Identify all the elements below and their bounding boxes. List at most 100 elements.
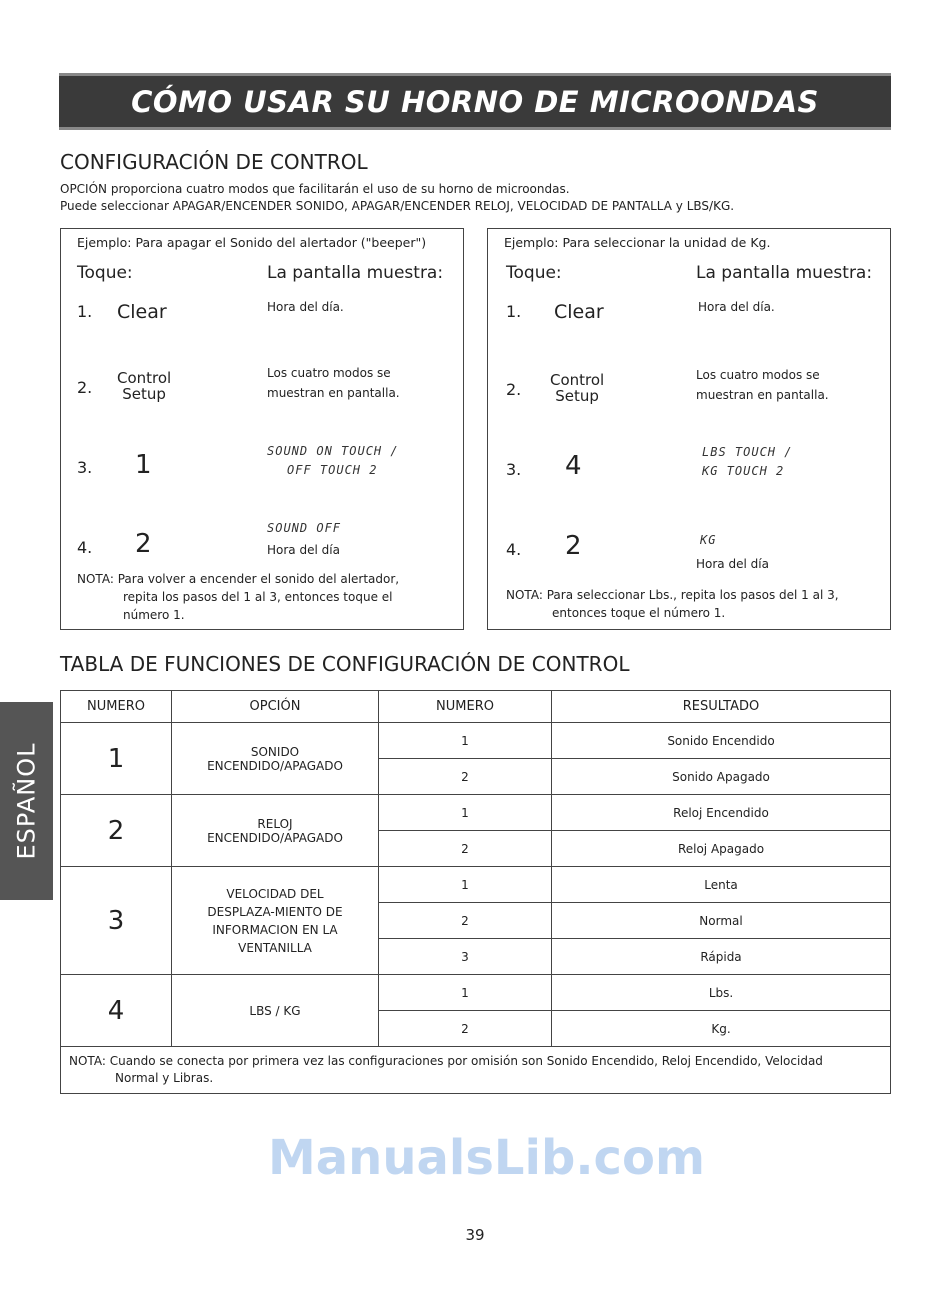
sub-number: 2 [378,902,552,939]
section-title: CONFIGURACIÓN DE CONTROL [60,150,368,174]
sub-number: 2 [378,1010,552,1047]
note-label: NOTA: [506,588,543,602]
key-control-setup: Control Setup [550,372,604,404]
key-label: Setup [122,385,166,403]
option-number: 3 [60,866,172,975]
banner-title: CÓMO USAR SU HORNO DE MICROONDAS [131,84,819,119]
table-row: 3 VELOCIDAD DEL DESPLAZA-MIENTO DE INFORMAC… [60,866,891,975]
sub-number: 2 [378,758,552,795]
sub-number: 1 [378,974,552,1011]
key-clear: Clear [117,301,167,323]
key-label: Control [117,369,172,387]
key-number: 2 [565,531,582,561]
option-number: 1 [60,722,172,795]
lcd-display: LBS TOUCH / KG TOUCH 2 [702,443,792,481]
touch-heading: Toque: [77,263,133,283]
table-row: 2 RELOJ ENCENDIDO/APAGADO 1 Reloj Encendido [60,794,891,867]
display-text: Hora del día. [267,300,344,314]
language-side-tab: ESPAÑOL [0,702,53,900]
display-text: Los cuatro modos se muestran en pantalla. [267,363,400,403]
note-label: NOTA: [77,572,114,586]
sub-number: 1 [378,866,552,903]
display-line: Los cuatro modos se [267,366,391,380]
option-line: RELOJ [257,816,293,831]
option-line: VELOCIDAD DEL [226,886,324,901]
note-text: Normal y Libras. [115,1071,214,1085]
display-line: muestran en pantalla. [696,388,829,402]
option-cell: VELOCIDAD DEL DESPLAZA-MIENTO DE INFORMACI… [171,866,379,975]
note-text: entonces toque el número 1. [552,606,726,620]
column-header: NUMERO [378,690,552,723]
table-row: 2 Kg. [61,1010,891,1047]
note-text: Para volver a encender el sonido del ale… [117,572,400,586]
example-box-sound: Ejemplo: Para apagar el Sonido del alert… [60,228,464,630]
step-number: 4. [506,540,522,559]
step-number: 1. [77,302,93,321]
functions-table: NUMERO OPCIÓN NUMERO RESULTADO 1 SONIDO EN… [60,690,891,1094]
page-banner: CÓMO USAR SU HORNO DE MICROONDAS [59,73,891,130]
result: Lbs. [551,974,891,1011]
table-header-row: NUMERO OPCIÓN NUMERO RESULTADO [60,690,891,723]
option-line: ENCENDIDO/APAGADO [207,758,343,773]
table-row: 2 Normal [61,902,891,939]
display-heading: La pantalla muestra: [696,263,873,283]
side-tab-label: ESPAÑOL [12,742,41,860]
result: Rápida [551,938,891,975]
lcd-line: LBS TOUCH / [702,445,793,459]
display-text: Hora del día. [698,300,775,314]
watermark: ManualsLib.com [268,1130,705,1186]
column-header: OPCIÓN [171,690,379,723]
step-number: 3. [506,460,522,479]
option-line: DESPLAZA-MIENTO DE [207,904,343,919]
display-text: Hora del día [267,543,340,557]
sub-number: 1 [378,722,552,759]
table-row: 3 Rápida [61,938,891,975]
result: Sonido Encendido [551,722,891,759]
lcd-display: SOUND OFF [267,521,342,535]
note-text: repita los pasos del 1 al 3, entonces to… [123,590,393,604]
result: Reloj Apagado [551,830,891,867]
key-number: 1 [135,450,152,480]
option-number: 4 [60,974,172,1047]
note-text: Para seleccionar Lbs., repita los pasos … [546,588,839,602]
option-line: ENCENDIDO/APAGADO [207,830,343,845]
result: Normal [551,902,891,939]
lcd-line: KG TOUCH 2 [702,464,785,478]
option-number: 2 [60,794,172,867]
key-label: Setup [555,387,599,405]
display-heading: La pantalla muestra: [267,263,444,283]
table-row: 1 SONIDO ENCENDIDO/APAGADO 1 Sonido Encendid… [60,722,891,795]
option-line: INFORMACION EN LA [212,922,338,937]
touch-heading: Toque: [506,263,562,283]
lcd-line: OFF TOUCH 2 [287,463,378,477]
sub-number: 3 [378,938,552,975]
note: NOTA: Para seleccionar Lbs., repita los … [506,586,839,622]
note-text: Cuando se conecta por primera vez las co… [109,1054,823,1068]
table-title: TABLA DE FUNCIONES DE CONFIGURACIÓN DE C… [60,652,630,676]
table-note-row: NOTA: Cuando se conecta por primera vez … [60,1046,891,1094]
result: Sonido Apagado [551,758,891,795]
result: Kg. [551,1010,891,1047]
table-note: NOTA: Cuando se conecta por primera vez … [60,1046,891,1094]
display-text: Hora del día [696,557,769,571]
key-control-setup: Control Setup [117,370,171,402]
note-text: número 1. [123,608,185,622]
lcd-display: SOUND ON TOUCH / OFF TOUCH 2 [267,442,399,480]
note: NOTA: Para volver a encender el sonido d… [77,570,399,624]
page-number: 39 [465,1226,485,1244]
example-heading: Ejemplo: Para seleccionar la unidad de K… [504,235,771,250]
example-box-kg: Ejemplo: Para seleccionar la unidad de K… [487,228,891,630]
column-header: NUMERO [60,690,172,723]
step-number: 4. [77,538,93,557]
table-row: 2 Reloj Apagado [61,830,891,867]
sub-number: 1 [378,794,552,831]
key-number: 2 [135,529,152,559]
table-row: 4 LBS / KG 1 Lbs. [60,974,891,1047]
key-clear: Clear [554,301,604,323]
sub-number: 2 [378,830,552,867]
option-cell: LBS / KG [171,974,379,1047]
intro-line: Puede seleccionar APAGAR/ENCENDER SONIDO… [60,199,735,213]
lcd-line: SOUND ON TOUCH / [267,444,399,458]
option-line: VENTANILLA [238,940,312,955]
